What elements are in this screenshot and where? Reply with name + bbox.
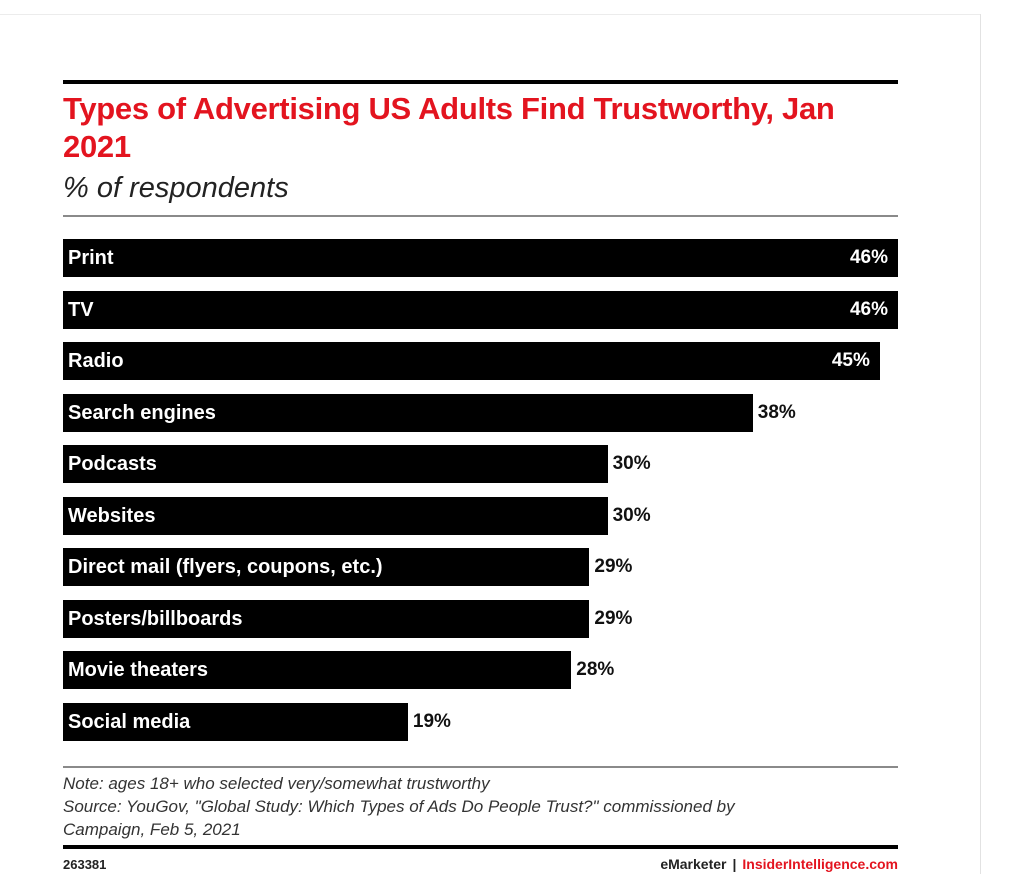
bar-1 [63, 290, 898, 329]
bar-label: Search engines [68, 401, 216, 424]
footer-brand: eMarketer | InsiderIntelligence.com [660, 856, 898, 872]
bar-0 [63, 239, 898, 277]
value-label: 30% [612, 453, 651, 474]
brand-separator: | [732, 856, 737, 872]
frame-top-border [0, 14, 980, 15]
bar-label: Print [68, 247, 114, 269]
value-label: 45% [831, 350, 870, 371]
bar-label: Posters/billboards [68, 607, 243, 630]
bar-label: Podcasts [68, 453, 157, 475]
value-label: 46% [849, 247, 888, 268]
chart-subtitle: % of respondents [63, 172, 289, 204]
value-label: 46% [849, 298, 888, 320]
bar-label: TV [68, 298, 94, 321]
note-text: Note: ages 18+ who selected very/somewha… [63, 774, 490, 793]
bar-2 [63, 342, 880, 380]
notes-rule [63, 766, 898, 768]
chart-id: 263381 [63, 857, 107, 872]
footer-rule [63, 845, 898, 849]
bar-4 [63, 445, 608, 483]
value-label: 28% [576, 659, 615, 680]
bar-label: Direct mail (flyers, coupons, etc.) [68, 556, 383, 578]
value-label: 30% [612, 504, 651, 526]
source-text-line2: Campaign, Feb 5, 2021 [63, 820, 241, 839]
source-text-line1: Source: YouGov, "Global Study: Which Typ… [63, 797, 735, 816]
bar-7 [63, 599, 590, 638]
frame-right-border [980, 14, 981, 874]
value-label: 29% [594, 607, 633, 629]
value-label: 19% [412, 710, 451, 732]
bar-9 [63, 702, 408, 741]
subtitle-rule [63, 215, 898, 217]
value-label: 38% [757, 401, 796, 423]
bar-label: Websites [68, 504, 156, 527]
bar-6 [63, 548, 590, 586]
bar-5 [63, 496, 608, 535]
brand-site-link[interactable]: InsiderIntelligence.com [742, 856, 898, 872]
bar-8 [63, 651, 572, 689]
top-rule [63, 80, 898, 84]
chart-title: Types of Advertising US Adults Find Trus… [63, 91, 835, 164]
bar-label: Social media [68, 710, 191, 733]
bar-label: Movie theaters [68, 659, 209, 681]
bar-3 [63, 393, 753, 432]
value-label: 29% [594, 556, 633, 577]
brand-emarketer: eMarketer [660, 856, 727, 872]
bar-label: Radio [68, 350, 124, 372]
